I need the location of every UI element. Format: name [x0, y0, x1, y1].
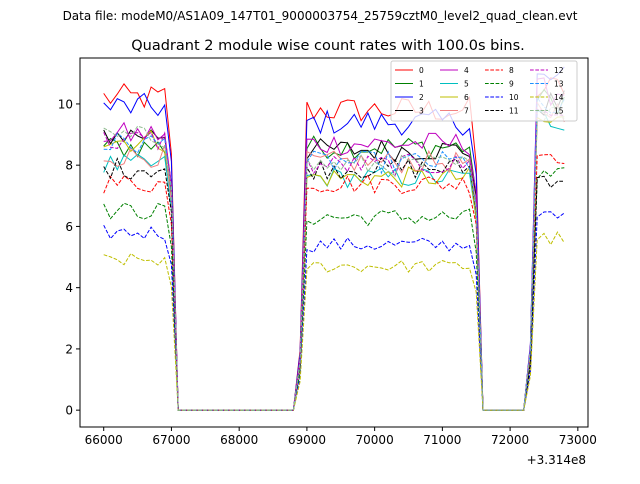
x-tick-label: 70000 — [356, 433, 394, 447]
legend-label-12: 12 — [554, 66, 564, 75]
legend-label-14: 14 — [554, 93, 564, 102]
x-tick-label: 68000 — [220, 433, 258, 447]
legend-label-6: 6 — [464, 93, 469, 102]
legend-label-3: 3 — [419, 107, 424, 116]
x-tick-label: 71000 — [423, 433, 461, 447]
y-tick-label: 6 — [65, 220, 73, 234]
x-axis-ticks: 66000 67000 68000 69000 70000 71000 72000 73000 — [85, 427, 597, 447]
figure-suptitle: Data file: modeM0/AS1A09_147T01_90000037… — [63, 9, 578, 23]
legend-label-11: 11 — [509, 107, 519, 116]
legend-label-0: 0 — [419, 66, 424, 75]
legend-label-10: 10 — [509, 93, 519, 102]
x-tick-label: 73000 — [559, 433, 597, 447]
legend-label-13: 13 — [554, 80, 564, 89]
series-line-8 — [103, 154, 565, 411]
plot-frame — [79, 57, 589, 428]
series-line-15 — [103, 106, 565, 411]
legend-label-2: 2 — [419, 93, 424, 102]
x-tick-label: 67000 — [152, 433, 190, 447]
x-tick-label: 72000 — [491, 433, 529, 447]
legend-label-9: 9 — [509, 80, 514, 89]
y-tick-label: 0 — [65, 404, 73, 418]
x-tick-label: 69000 — [288, 433, 326, 447]
legend-box — [390, 60, 578, 122]
legend-label-1: 1 — [419, 80, 424, 89]
series-layer — [103, 66, 565, 411]
y-tick-label: 4 — [65, 281, 73, 295]
legend-label-15: 15 — [554, 107, 564, 116]
x-axis-offset-label: +3.314e8 — [527, 453, 586, 467]
y-axis-ticks: 0 2 4 6 8 10 — [58, 97, 80, 418]
legend-label-7: 7 — [464, 107, 469, 116]
legend-label-5: 5 — [464, 80, 469, 89]
y-tick-label: 2 — [65, 342, 73, 356]
y-tick-label: 10 — [58, 97, 73, 111]
y-tick-label: 8 — [65, 159, 73, 173]
legend-label-4: 4 — [464, 66, 469, 75]
legend-label-8: 8 — [509, 66, 514, 75]
x-tick-label: 66000 — [85, 433, 123, 447]
chart-title: Quadrant 2 module wise count rates with … — [131, 38, 525, 54]
